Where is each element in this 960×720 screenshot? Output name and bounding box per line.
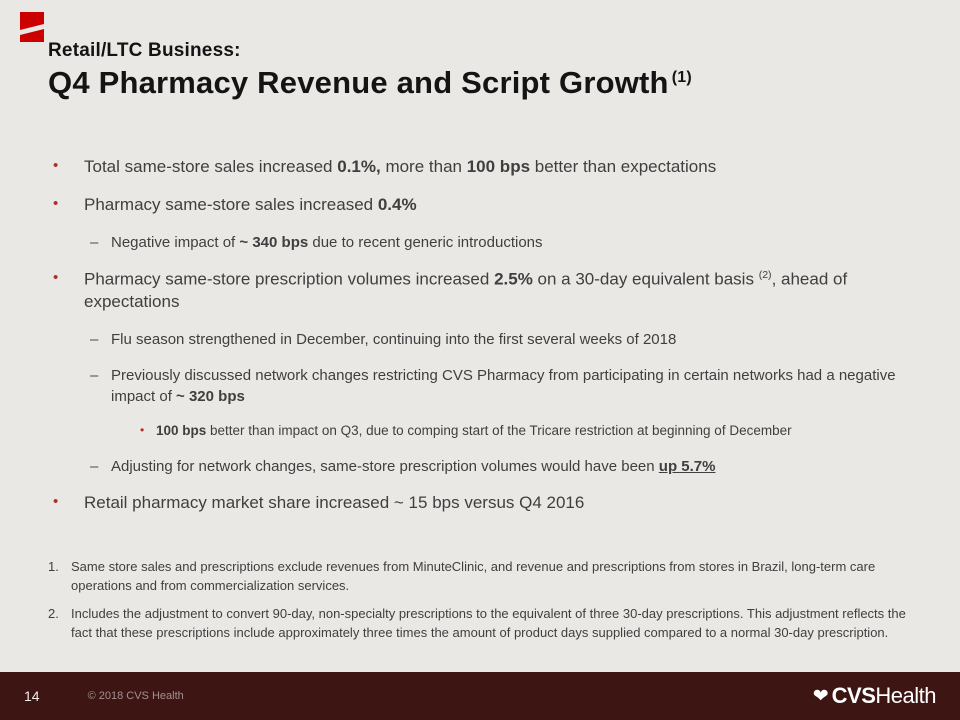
title-text: Q4 Pharmacy Revenue and Script Growth <box>48 65 669 100</box>
dash-icon: – <box>90 233 99 251</box>
text-run: 2.5% <box>494 269 533 289</box>
text-run: Adjusting for network changes, same-stor… <box>111 458 659 476</box>
logo-text-health: Health <box>875 683 936 708</box>
bullet-dot-icon: • <box>53 194 59 212</box>
text-run: Total same-store sales increased <box>84 157 338 176</box>
footnote-number: 1. <box>48 559 59 574</box>
text-run: more than <box>380 157 467 176</box>
heart-icon: ❤ <box>812 685 829 707</box>
sub-bullet-item: – Previously discussed network changes r… <box>90 365 904 407</box>
bullet-dot-icon: • <box>53 493 59 511</box>
dash-icon: – <box>90 331 99 349</box>
text-run: 100 bps <box>466 157 531 176</box>
bullet-text: Negative impact of ~ 340 bps due to rece… <box>111 232 904 253</box>
footnote-text: Same store sales and prescriptions exclu… <box>71 559 876 593</box>
cvs-health-logo: ❤ CVS Health <box>812 683 937 709</box>
bullet-item: • Total same-store sales increased 0.1%,… <box>48 156 904 179</box>
footnote-text: Includes the adjustment to convert 90-da… <box>71 605 906 640</box>
bullet-item: • Pharmacy same-store prescription volum… <box>48 268 904 315</box>
text-run: 0.1%, <box>337 157 381 176</box>
text-run: Retail pharmacy market share increased ~… <box>84 493 585 513</box>
footnote-ref: (2) <box>758 268 772 281</box>
text-run: 0.4% <box>377 194 417 214</box>
bullet-text: Pharmacy same-store prescription volumes… <box>84 268 904 315</box>
footer-bar: 14 © 2018 CVS Health ❤ CVS Health <box>0 672 960 720</box>
bullet-text: Pharmacy same-store sales increased 0.4% <box>84 194 904 217</box>
sub-sub-bullet-item: • 100 bps better than impact on Q3, due … <box>140 422 904 441</box>
bullet-item: • Pharmacy same-store sales increased 0.… <box>48 194 904 217</box>
title-footnote-ref: (1) <box>671 68 692 86</box>
bullet-text: Flu season strengthened in December, con… <box>111 329 904 350</box>
slide-header: Retail/LTC Business: Q4 Pharmacy Revenue… <box>48 40 904 101</box>
page-title: Q4 Pharmacy Revenue and Script Growth (1) <box>48 65 904 101</box>
text-run: Previously discussed network changes res… <box>111 367 896 406</box>
text-run: Flu season strengthened in December, con… <box>111 331 677 349</box>
slide-kicker: Retail/LTC Business: <box>48 40 241 61</box>
footnote-item: 1. Same store sales and prescriptions ex… <box>48 558 908 596</box>
page-number: 14 <box>24 688 40 704</box>
sub-bullet-item: – Negative impact of ~ 340 bps due to re… <box>90 232 904 253</box>
footnotes: 1. Same store sales and prescriptions ex… <box>48 558 908 651</box>
text-run: due to recent generic introductions <box>308 233 543 251</box>
bullet-dot-icon: • <box>53 157 59 174</box>
dash-icon: – <box>90 458 99 476</box>
bullet-item: • Retail pharmacy market share increased… <box>48 492 904 515</box>
text-run: on a 30-day equivalent basis <box>532 269 759 289</box>
logo-text-cvs: CVS <box>831 683 876 708</box>
text-run: ~ 340 bps <box>239 233 309 251</box>
bullet-text: Adjusting for network changes, same-stor… <box>111 456 904 477</box>
footnote-item: 2. Includes the adjustment to convert 90… <box>48 605 908 643</box>
sub-bullet-item: – Flu season strengthened in December, c… <box>90 329 904 350</box>
footnote-number: 2. <box>48 605 59 621</box>
bullet-dot-icon: • <box>53 268 59 286</box>
bullet-text: Retail pharmacy market share increased ~… <box>84 492 904 515</box>
text-run: better than expectations <box>530 157 717 176</box>
sub-bullet-item: – Adjusting for network changes, same-st… <box>90 456 904 477</box>
text-run: better than impact on Q3, due to comping… <box>206 423 792 439</box>
bullet-dot-icon: • <box>140 423 145 438</box>
text-run: , ahead of expectations <box>84 269 848 312</box>
bullet-list: • Total same-store sales increased 0.1%,… <box>48 156 904 530</box>
text-run: 100 bps <box>156 423 207 439</box>
bullet-text: 100 bps better than impact on Q3, due to… <box>156 422 904 441</box>
bullet-text: Total same-store sales increased 0.1%, m… <box>84 156 904 179</box>
bullet-text: Previously discussed network changes res… <box>111 365 904 407</box>
text-run: up 5.7% <box>658 458 716 476</box>
text-run: Pharmacy same-store prescription volumes… <box>84 269 495 289</box>
text-run: Negative impact of <box>111 233 240 251</box>
dash-icon: – <box>90 367 99 385</box>
cvs-flag-icon <box>20 12 44 42</box>
text-run: ~ 320 bps <box>176 388 245 406</box>
text-run: Pharmacy same-store sales increased <box>84 194 378 214</box>
copyright-text: © 2018 CVS Health <box>87 690 184 702</box>
